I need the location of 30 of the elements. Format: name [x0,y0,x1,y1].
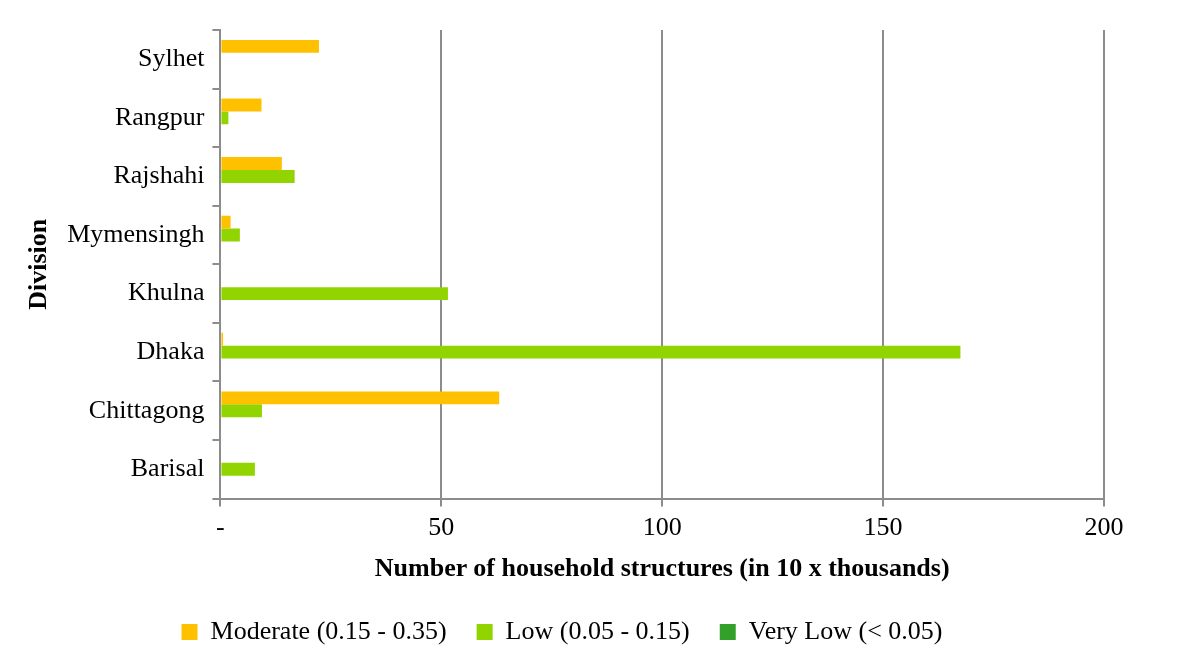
bar [221,39,319,53]
x-tick-label: 50 [428,512,455,542]
x-axis-title: Number of household structures (in 10 x thousands) [374,553,950,583]
bar [221,391,500,405]
y-tick-label: Khulna [127,277,205,307]
x-tick-label: 100 [642,512,682,542]
bar [221,169,295,183]
x-tick-label: - [216,512,225,542]
y-tick-label: Rangpur [114,101,205,131]
bar [221,462,255,476]
x-tick-label: 150 [863,512,903,542]
bar [221,404,262,418]
y-tick-label: Dhaka [136,335,205,365]
bar [221,228,240,242]
y-tick-label: Barisal [130,453,205,483]
bar [221,98,262,112]
legend-label: Low (0.05 - 0.15) [505,615,690,645]
y-tick-label: Rajshahi [113,160,205,190]
bar [221,157,282,170]
bar [221,111,229,125]
y-axis-title: Division [23,218,53,310]
legend-label: Moderate (0.15 - 0.35) [210,615,447,645]
bar [221,345,961,359]
y-tick-label: Sylhet [137,43,206,73]
x-tick-label: 200 [1084,512,1124,542]
bar [221,287,448,301]
legend-label: Very Low (< 0.05) [748,615,943,645]
y-tick-label: Chittagong [88,394,205,424]
bar [221,215,231,229]
y-tick-label: Mymensingh [67,218,205,248]
